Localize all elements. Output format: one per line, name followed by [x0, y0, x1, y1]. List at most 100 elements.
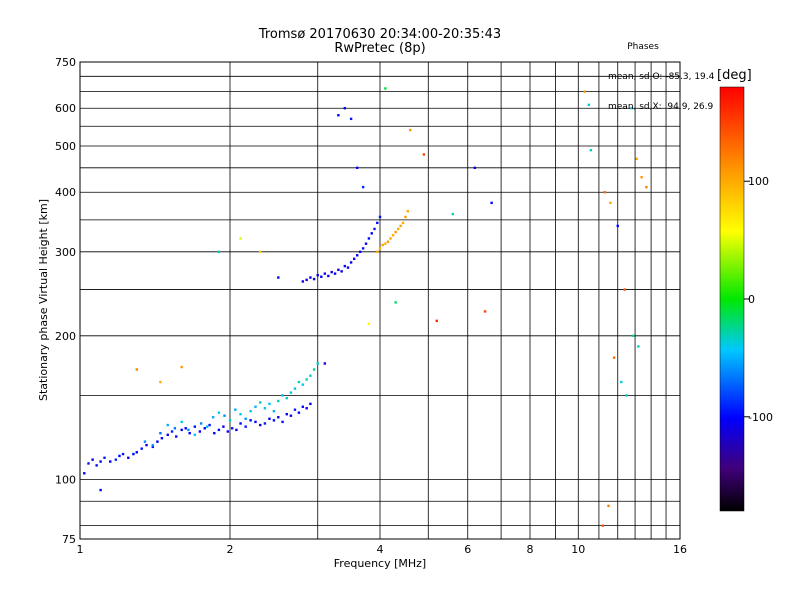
x-tick-label: 8: [527, 543, 534, 556]
data-point: [381, 243, 384, 247]
data-point: [316, 362, 319, 365]
data-point: [645, 185, 648, 189]
y-tick-label: 600: [55, 102, 76, 115]
data-point: [159, 431, 162, 435]
data-point: [316, 273, 319, 277]
phase-stats-heading: Phases: [627, 42, 659, 52]
data-point: [346, 266, 350, 269]
data-point: [323, 272, 327, 275]
data-point: [309, 276, 312, 279]
phase-stats-o: mean, sd,O: -85.3, 19.4: [608, 72, 715, 82]
data-point: [612, 356, 616, 359]
data-point: [268, 402, 271, 406]
data-point: [263, 422, 267, 425]
data-point: [281, 420, 284, 424]
data-point: [211, 416, 215, 419]
data-point: [222, 425, 225, 428]
x-tick-label: 10: [571, 543, 585, 556]
data-point: [422, 153, 426, 156]
data-point: [281, 394, 284, 397]
data-point: [607, 504, 610, 508]
y-tick-label: 500: [55, 140, 76, 153]
colorbar-ticks: 100 0 -100: [744, 175, 773, 424]
data-point: [95, 464, 98, 467]
data-point: [376, 250, 379, 254]
data-point: [228, 419, 232, 422]
data-point: [637, 345, 640, 348]
data-point: [323, 362, 327, 365]
data-point: [603, 191, 606, 194]
data-point: [118, 454, 121, 458]
data-point: [277, 416, 280, 419]
x-tick-label: 6: [464, 543, 471, 556]
data-point: [184, 427, 187, 430]
data-point: [349, 117, 353, 121]
x-tick-label: 4: [377, 543, 384, 556]
data-point: [234, 408, 237, 411]
data-point: [409, 128, 412, 132]
data-point: [632, 334, 635, 338]
data-point: [483, 310, 487, 313]
data-point: [230, 427, 234, 430]
data-point: [616, 224, 619, 228]
data-point: [277, 276, 280, 279]
data-point: [249, 419, 252, 422]
data-point: [151, 443, 155, 447]
data-point: [312, 368, 316, 371]
data-point: [239, 422, 242, 425]
data-point: [103, 456, 106, 459]
grid-lines: [80, 62, 680, 539]
data-point: [87, 462, 90, 465]
data-point: [337, 114, 340, 117]
data-point: [187, 428, 190, 432]
phase-stats: Phases mean, sd,O: -85.3, 19.4 mean, sd,…: [608, 22, 714, 122]
data-point: [297, 380, 301, 384]
data-point: [226, 430, 230, 433]
data-point: [173, 427, 177, 430]
y-tick-label: 400: [55, 186, 76, 199]
data-point: [121, 452, 125, 456]
data-point: [193, 425, 197, 428]
data-point: [140, 447, 143, 450]
data-point: [254, 420, 257, 424]
data-point: [312, 277, 316, 281]
data-point: [309, 402, 312, 406]
data-point: [367, 322, 371, 325]
data-point: [268, 417, 271, 420]
data-point: [333, 272, 337, 275]
data-point: [378, 215, 382, 219]
data-point: [293, 387, 297, 390]
data-point: [249, 409, 252, 413]
data-point: [640, 176, 643, 179]
data-point: [180, 365, 183, 369]
data-point: [259, 423, 262, 427]
y-axis-label: Stationary phase Virtual Height [km]: [37, 199, 50, 401]
x-tick-label: 16: [673, 543, 687, 556]
data-point: [145, 443, 148, 447]
data-point: [259, 401, 262, 404]
data-point: [109, 460, 112, 463]
data-point: [406, 209, 410, 213]
data-point: [343, 107, 347, 110]
chart-title: Tromsø 20170630 20:34:00-20:35:43: [258, 27, 502, 42]
data-point: [239, 412, 242, 416]
data-point: [301, 405, 305, 408]
data-point: [285, 396, 288, 400]
data-point: [91, 458, 94, 461]
data-point: [289, 391, 293, 394]
chart-subtitle: RwPretec (8p): [334, 41, 426, 56]
data-point: [151, 445, 155, 449]
data-point: [135, 451, 138, 454]
data-point: [132, 452, 135, 456]
data-point: [620, 380, 623, 384]
y-tick-label: 750: [55, 56, 76, 69]
data-point: [386, 240, 390, 243]
data-point: [301, 280, 305, 283]
data-point: [396, 227, 400, 231]
data-point: [156, 440, 159, 443]
data-point: [160, 437, 164, 440]
data-point: [601, 524, 605, 527]
data-point: [305, 378, 308, 381]
data-point: [244, 425, 247, 428]
